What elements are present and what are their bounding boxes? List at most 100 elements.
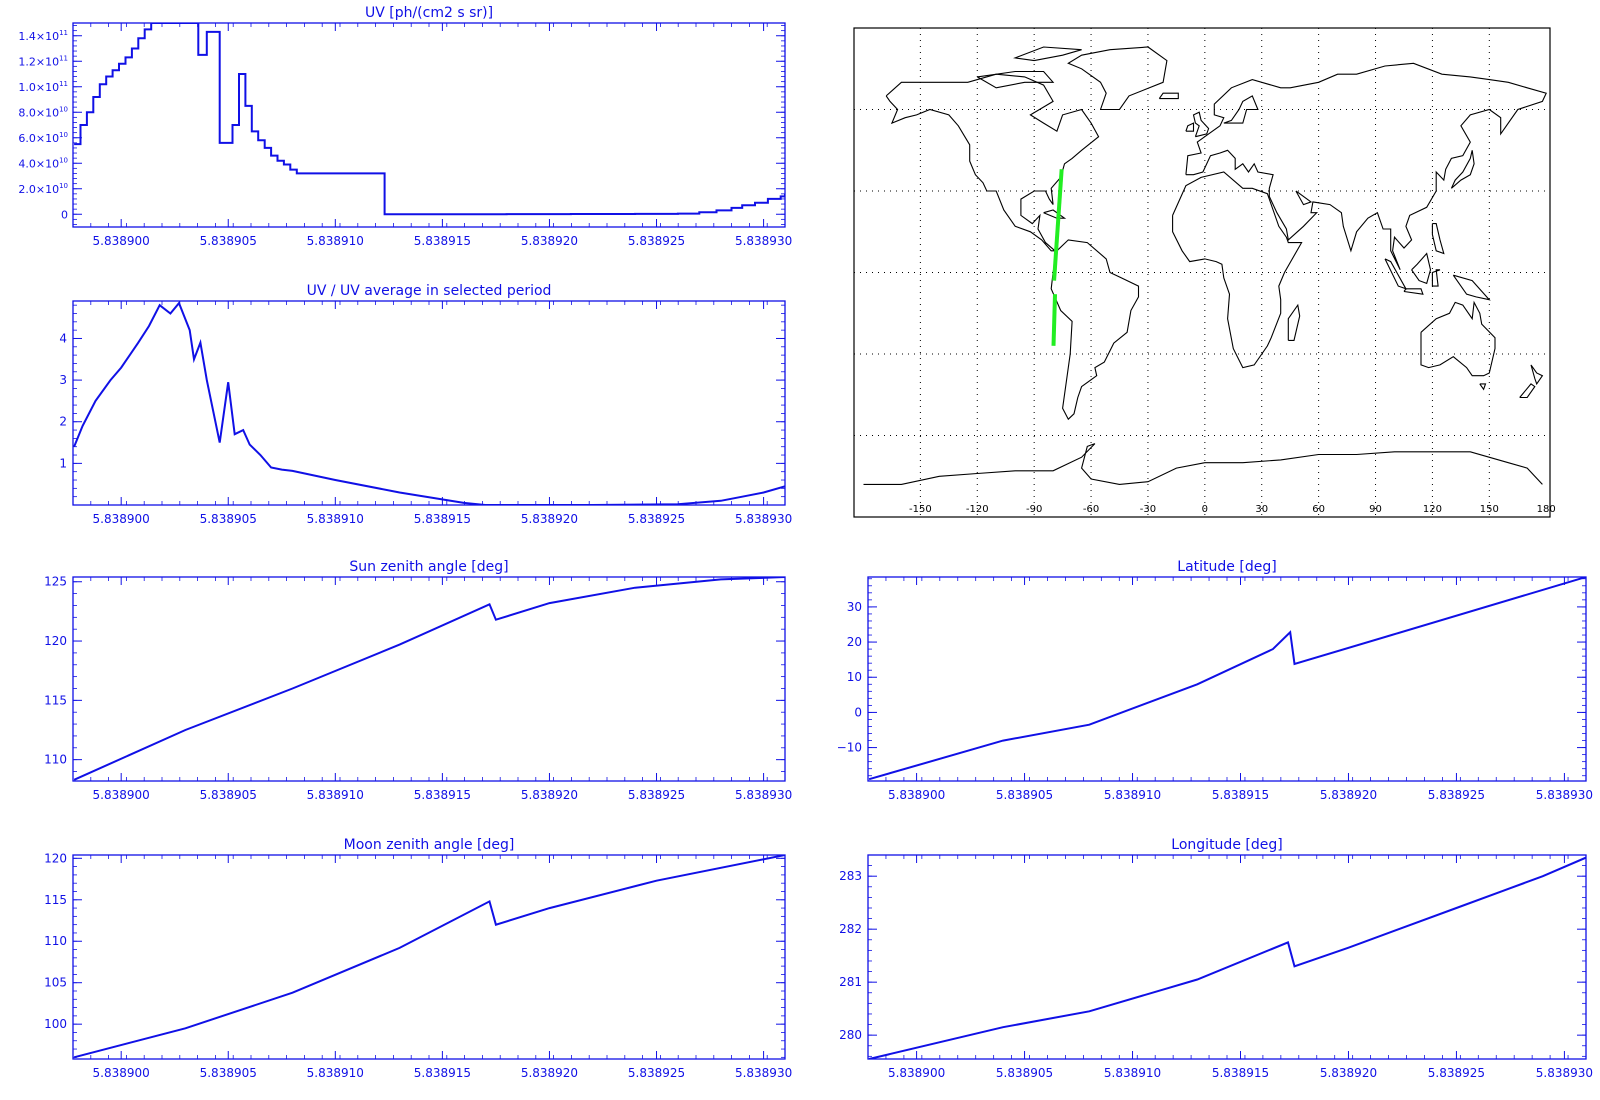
chart-title: UV / UV average in selected period: [307, 283, 552, 299]
satellite-track: [1051, 294, 1058, 346]
x-tick-label: 5.838900: [93, 788, 150, 802]
x-tick-label: 5.838915: [414, 788, 471, 802]
chart-title: UV [ph/(cm2 s sr)]: [365, 5, 493, 21]
coastline: [1431, 269, 1441, 287]
x-tick-label: 5.838920: [521, 1066, 578, 1080]
x-tick-label: 5.838905: [200, 788, 257, 802]
x-tick-label: 5.838925: [628, 512, 685, 526]
x-tick-label: 5.838920: [521, 234, 578, 248]
y-tick-label: 1: [59, 456, 67, 470]
coastline: [1519, 383, 1536, 399]
chart-sun_zenith: Sun zenith angle [deg]5.838900 5.838905 5.…: [44, 559, 792, 802]
plot-frame: [72, 300, 786, 506]
y-tick-label: 2: [59, 415, 67, 429]
y-tick-mantissa: 1.0×10: [18, 81, 59, 94]
x-tick-label: 5.838925: [628, 234, 685, 248]
y-tick-label: 1.4×1011: [18, 29, 68, 43]
x-tick-label: 5.838910: [307, 512, 364, 526]
x-tick-label: 5.838910: [307, 234, 364, 248]
y-tick-label: 1.2×1011: [18, 54, 68, 68]
series-line: [74, 23, 785, 216]
map-lon-label: 180: [1537, 504, 1556, 515]
x-tick-label: 5.838910: [1104, 788, 1161, 802]
x-tick-label: 5.838930: [735, 512, 792, 526]
coastline: [1295, 190, 1313, 206]
coastline: [1013, 46, 1082, 62]
x-tick-label: 5.838905: [200, 1066, 257, 1080]
y-tick-mantissa: 1.2×10: [18, 55, 59, 68]
map-lon-label: -60: [1083, 504, 1099, 515]
x-tick-label: 5.838925: [628, 788, 685, 802]
x-tick-label: 5.838915: [414, 234, 471, 248]
x-tick-label: 5.838915: [1212, 788, 1269, 802]
coastline: [1420, 300, 1496, 377]
y-tick-label: 4.0×1010: [18, 156, 68, 170]
y-tick-label: −10: [837, 741, 862, 755]
x-axis: 5.838900 5.838905 5.838910 5.838915 5.838920…: [867, 855, 1593, 1080]
y-tick-label: 4: [59, 331, 67, 345]
coastline: [1172, 171, 1303, 369]
coastline: [1185, 122, 1195, 132]
y-tick-exponent: 11: [59, 80, 68, 88]
y-tick-label: 0: [854, 705, 862, 719]
x-tick-label: 5.838905: [996, 1066, 1053, 1080]
plot-frame: [72, 854, 786, 1060]
plot-frame: [72, 576, 786, 782]
x-tick-label: 5.838900: [93, 512, 150, 526]
y-axis: −10 0 10 20 30: [837, 578, 1586, 777]
x-tick-label: 5.838915: [414, 1066, 471, 1080]
map-lon-label: -90: [1026, 504, 1042, 515]
y-tick-exponent: 10: [59, 182, 68, 190]
coastline: [1067, 46, 1168, 111]
map-lon-label: 120: [1423, 504, 1442, 515]
y-tick-label: 30: [847, 600, 862, 614]
coastline: [1050, 239, 1140, 421]
y-tick-label: 8.0×1010: [18, 105, 68, 119]
x-tick-label: 5.838930: [1536, 1066, 1593, 1080]
coastline: [1223, 95, 1259, 124]
coastline: [885, 73, 1100, 252]
x-tick-label: 5.838905: [996, 788, 1053, 802]
x-tick-label: 5.838900: [93, 1066, 150, 1080]
y-tick-label: 110: [44, 934, 67, 948]
x-tick-label: 5.838930: [1536, 788, 1593, 802]
y-axis: 100 105 110 115 120: [44, 851, 785, 1058]
y-tick-label: 280: [839, 1028, 862, 1042]
series-line: [73, 855, 785, 1059]
chart-uv_ratio: UV / UV average in selected period 5.8389…: [59, 283, 792, 526]
y-tick-label: 125: [44, 575, 67, 589]
y-tick-label: 10: [847, 670, 862, 684]
x-axis: 5.838900 5.838905 5.838910 5.838915 5.838920…: [867, 577, 1593, 802]
y-tick-label: 20: [847, 635, 862, 649]
x-tick-label: 5.838910: [307, 1066, 364, 1080]
map-lon-label: 0: [1202, 504, 1208, 515]
y-tick-label: 115: [44, 893, 67, 907]
coastline: [1158, 92, 1179, 100]
x-axis: 5.838900 5.838905 5.838910 5.838915 5.838920…: [72, 301, 792, 526]
map-lon-label: -30: [1140, 504, 1156, 515]
coastline: [1403, 288, 1424, 295]
series-line: [868, 856, 1586, 1059]
chart-title: Longitude [deg]: [1171, 837, 1282, 853]
x-tick-label: 5.838905: [200, 512, 257, 526]
y-tick-exponent: 11: [59, 29, 68, 37]
y-tick-label: 105: [44, 976, 67, 990]
coastline: [977, 70, 1055, 89]
x-tick-label: 5.838930: [735, 788, 792, 802]
y-tick-exponent: 11: [59, 54, 68, 62]
chart-title: Latitude [deg]: [1177, 559, 1276, 575]
y-axis: 1 2 3 4: [59, 304, 785, 506]
x-tick-label: 5.838930: [735, 234, 792, 248]
x-tick-label: 5.838900: [888, 1066, 945, 1080]
coastline: [1185, 62, 1547, 271]
y-tick-label: 120: [44, 851, 67, 865]
series-line: [73, 577, 785, 781]
coastline: [1530, 364, 1544, 386]
x-axis: 5.838900 5.838905 5.838910 5.838915 5.838920…: [72, 23, 792, 248]
y-axis: 02.0×10104.0×10106.0×10108.0×10101.0×101…: [18, 25, 785, 225]
y-tick-label: 110: [44, 753, 67, 767]
x-tick-label: 5.838920: [521, 512, 578, 526]
x-tick-label: 5.838930: [735, 1066, 792, 1080]
coastline: [1452, 274, 1491, 301]
map-lon-label: 60: [1312, 504, 1325, 515]
